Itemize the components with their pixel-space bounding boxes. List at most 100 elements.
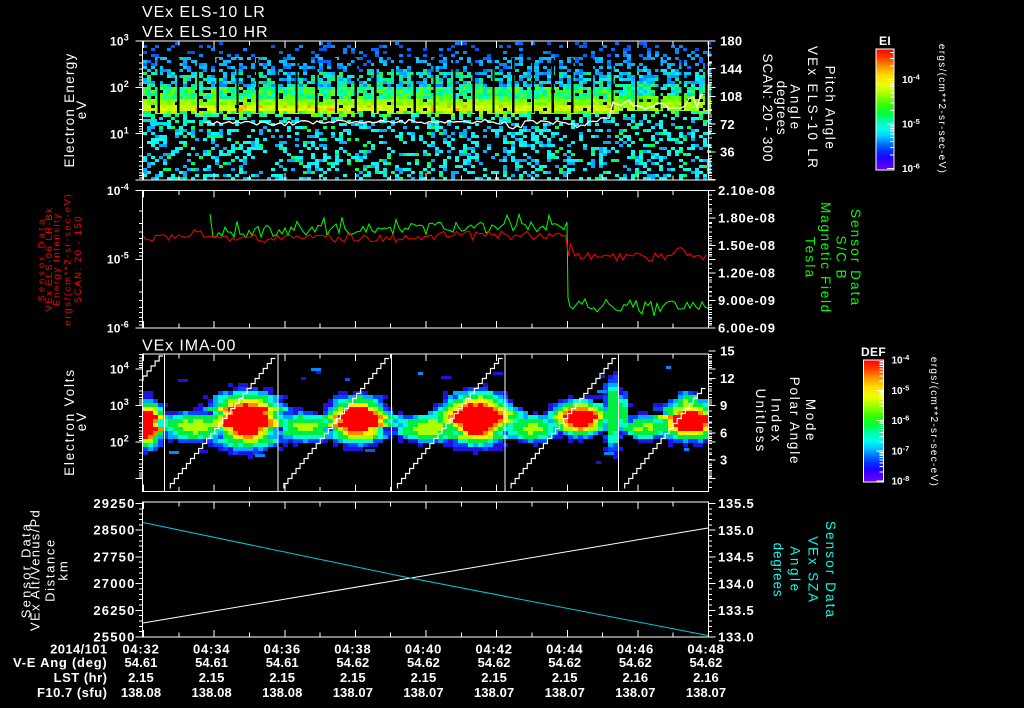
svg-text:144: 144 xyxy=(720,61,743,76)
svg-text:134.0: 134.0 xyxy=(718,576,755,591)
svg-text:27750: 27750 xyxy=(93,549,135,564)
svg-text:EI: EI xyxy=(879,34,891,48)
svg-text:2.16: 2.16 xyxy=(693,670,719,685)
svg-text:2014/101: 2014/101 xyxy=(50,642,107,657)
svg-text:Unitless: Unitless xyxy=(753,389,768,454)
svg-text:degrees: degrees xyxy=(774,81,789,136)
svg-text:9: 9 xyxy=(720,398,727,413)
svg-text:2.15: 2.15 xyxy=(340,670,366,685)
svg-text:04:32: 04:32 xyxy=(122,642,159,657)
svg-text:Sensor Data: Sensor Data xyxy=(823,521,838,619)
svg-text:1.50e-08: 1.50e-08 xyxy=(718,238,776,253)
svg-text:6.00e-09: 6.00e-09 xyxy=(718,321,776,336)
svg-text:VEx ELS-10 LR: VEx ELS-10 LR xyxy=(142,4,266,21)
svg-text:2.10e-08: 2.10e-08 xyxy=(718,183,776,198)
svg-text:54.62: 54.62 xyxy=(548,655,581,670)
svg-text:54.61: 54.61 xyxy=(195,655,228,670)
svg-text:DEF: DEF xyxy=(861,345,886,359)
svg-text:S/C B: S/C B xyxy=(834,236,849,281)
svg-text:VEx SZA: VEx SZA xyxy=(806,536,821,604)
svg-text:04:48: 04:48 xyxy=(687,642,724,657)
svg-text:1.80e-08: 1.80e-08 xyxy=(718,211,776,226)
svg-text:135.0: 135.0 xyxy=(718,523,755,538)
svg-text:29250: 29250 xyxy=(93,496,135,511)
svg-text:SCAN: 20 - 300: SCAN: 20 - 300 xyxy=(760,53,775,162)
svg-text:Pitch Angle: Pitch Angle xyxy=(823,66,838,151)
svg-text:138.08: 138.08 xyxy=(191,685,231,700)
svg-text:135.5: 135.5 xyxy=(718,496,755,511)
svg-text:15: 15 xyxy=(720,344,735,359)
svg-text:72: 72 xyxy=(720,117,735,132)
svg-text:eV: eV xyxy=(74,411,89,432)
svg-text:2.15: 2.15 xyxy=(269,670,295,685)
svg-text:138.07: 138.07 xyxy=(403,685,443,700)
svg-text:V-E Ang (deg): V-E Ang (deg) xyxy=(13,655,108,670)
svg-text:12: 12 xyxy=(720,371,735,386)
svg-text:138.07: 138.07 xyxy=(545,685,585,700)
svg-text:km: km xyxy=(56,559,71,580)
svg-text:54.61: 54.61 xyxy=(266,655,299,670)
svg-text:LST (hr): LST (hr) xyxy=(54,670,108,685)
svg-text:2.15: 2.15 xyxy=(481,670,507,685)
svg-text:2.16: 2.16 xyxy=(623,670,649,685)
svg-text:Sensor Data: Sensor Data xyxy=(848,209,863,307)
svg-text:108: 108 xyxy=(720,89,742,104)
svg-text:27000: 27000 xyxy=(93,576,135,591)
svg-text:54.62: 54.62 xyxy=(478,655,511,670)
svg-text:04:46: 04:46 xyxy=(617,642,654,657)
svg-text:VEx ELS-10 HR: VEx ELS-10 HR xyxy=(142,24,268,41)
svg-text:133.0: 133.0 xyxy=(718,630,755,645)
svg-text:138.07: 138.07 xyxy=(333,685,373,700)
svg-text:2.15: 2.15 xyxy=(199,670,225,685)
svg-text:133.5: 133.5 xyxy=(718,603,755,618)
svg-text:Sensor Data: Sensor Data xyxy=(19,522,34,618)
svg-text:04:38: 04:38 xyxy=(334,642,371,657)
svg-text:25500: 25500 xyxy=(93,630,135,645)
svg-text:3: 3 xyxy=(720,453,727,468)
svg-text:Angle: Angle xyxy=(788,546,803,594)
svg-text:VEx Alt/Venus/Pd: VEx Alt/Venus/Pd xyxy=(28,509,43,631)
svg-text:Electron Energy: Electron Energy xyxy=(62,53,77,168)
svg-text:Distance: Distance xyxy=(43,538,58,602)
svg-text:Angle: Angle xyxy=(788,84,803,132)
svg-text:54.62: 54.62 xyxy=(407,655,440,670)
svg-text:28500: 28500 xyxy=(93,523,135,538)
svg-text:SCAN: 20 - 150: SCAN: 20 - 150 xyxy=(73,215,84,303)
svg-text:138.08: 138.08 xyxy=(121,685,161,700)
svg-text:9.00e-09: 9.00e-09 xyxy=(718,293,776,308)
svg-text:ergs/(cm**2-sr-sec-eV): ergs/(cm**2-sr-sec-eV) xyxy=(928,357,939,487)
svg-text:Tesla: Tesla xyxy=(803,237,818,280)
svg-text:Sensor Data: Sensor Data xyxy=(37,217,48,302)
svg-text:Energy Intensity: Energy Intensity xyxy=(52,212,63,306)
svg-text:138.07: 138.07 xyxy=(474,685,514,700)
svg-text:Polar Angle: Polar Angle xyxy=(787,377,802,466)
svg-text:degrees: degrees xyxy=(771,543,786,598)
svg-text:ergs/(cm**2-sr-sec-eV): ergs/(cm**2-sr-sec-eV) xyxy=(936,44,947,174)
svg-text:54.61: 54.61 xyxy=(124,655,157,670)
svg-text:Index: Index xyxy=(769,398,784,444)
svg-text:Mode: Mode xyxy=(803,399,818,443)
svg-text:2.15: 2.15 xyxy=(411,670,437,685)
svg-text:6: 6 xyxy=(720,425,727,440)
svg-text:Electron Volts: Electron Volts xyxy=(62,368,77,476)
svg-text:VEx ELS-06 LR-Bk: VEx ELS-06 LR-Bk xyxy=(44,207,55,312)
svg-text:04:42: 04:42 xyxy=(476,642,513,657)
svg-text:ergs/(cm**2-sr-sec-eV): ergs/(cm**2-sr-sec-eV) xyxy=(63,193,74,326)
svg-text:134.5: 134.5 xyxy=(718,550,755,565)
svg-text:138.07: 138.07 xyxy=(615,685,655,700)
svg-text:1.20e-08: 1.20e-08 xyxy=(718,266,776,281)
svg-text:54.62: 54.62 xyxy=(336,655,369,670)
svg-text:36: 36 xyxy=(720,145,735,160)
svg-text:2.15: 2.15 xyxy=(128,670,154,685)
svg-text:VEx IMA-00: VEx IMA-00 xyxy=(142,338,236,355)
svg-text:F10.7 (sfu): F10.7 (sfu) xyxy=(37,685,108,700)
svg-text:54.62: 54.62 xyxy=(619,655,652,670)
svg-text:eV: eV xyxy=(74,99,89,120)
svg-text:VEx ELS-10 LR: VEx ELS-10 LR xyxy=(805,46,820,170)
svg-text:138.07: 138.07 xyxy=(686,685,726,700)
svg-text:04:44: 04:44 xyxy=(546,642,583,657)
svg-text:138.08: 138.08 xyxy=(262,685,302,700)
svg-text:180: 180 xyxy=(720,34,742,49)
svg-text:2.15: 2.15 xyxy=(552,670,578,685)
svg-text:54.62: 54.62 xyxy=(689,655,722,670)
